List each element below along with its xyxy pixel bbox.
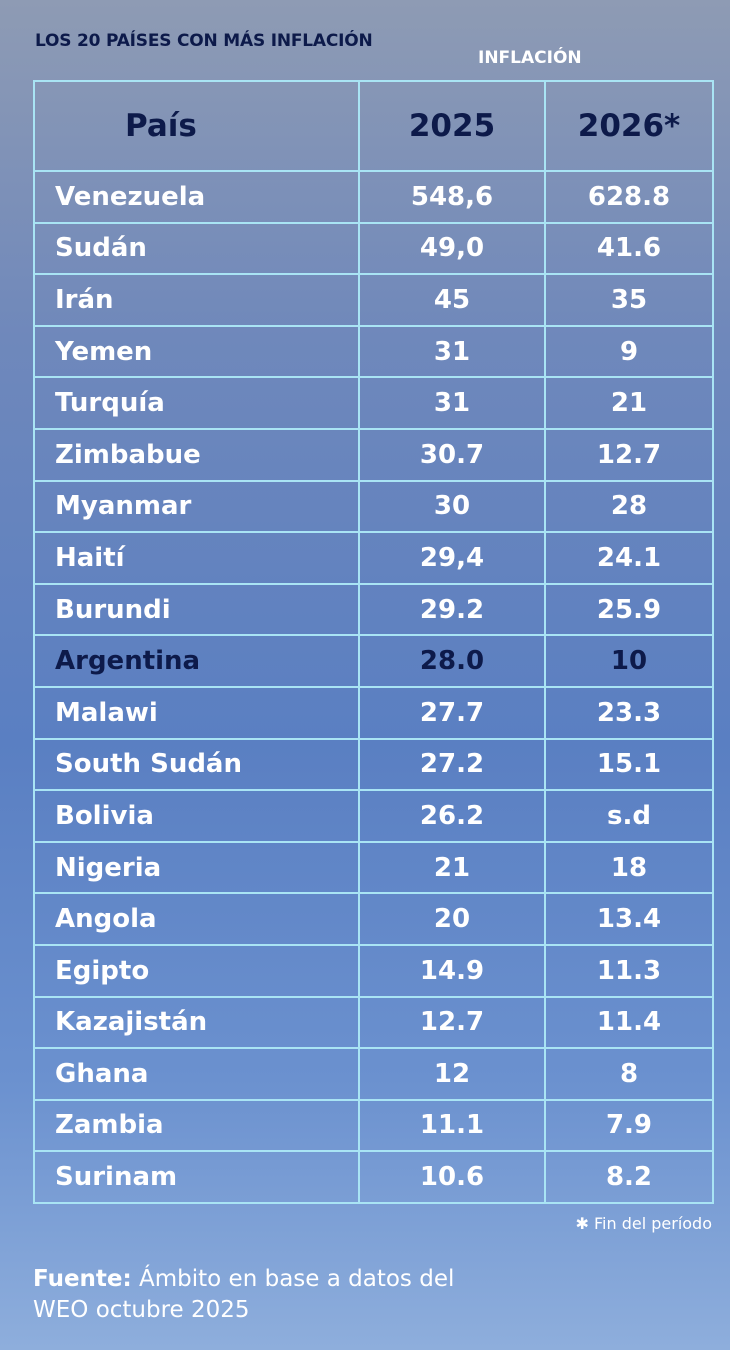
value-cell: 12.7 bbox=[358, 995, 546, 1050]
table-row: Zimbabue 30.7 12.7 bbox=[33, 427, 714, 482]
value-cell: 12 bbox=[358, 1047, 546, 1101]
table-row: Venezuela 548,6 628.8 bbox=[33, 170, 714, 224]
title: LOS 20 PAÍSES CON MÁS INFLACIÓN bbox=[35, 31, 373, 51]
value-cell: 11.4 bbox=[544, 995, 714, 1050]
table-row: Malawi 27.7 23.3 bbox=[33, 685, 714, 740]
value-cell: 28.0 bbox=[358, 634, 546, 688]
source: Fuente: Ámbito en base a datos del WEO o… bbox=[33, 1264, 473, 1326]
column-header: 2025 bbox=[358, 80, 546, 172]
header-row: País 2025 2026* bbox=[33, 80, 714, 172]
country-cell: Surinam bbox=[33, 1150, 360, 1204]
value-cell: 11.3 bbox=[544, 943, 714, 998]
country-cell: Bolivia bbox=[33, 789, 360, 843]
value-cell: 41.6 bbox=[544, 221, 714, 276]
table-row: Haití 29,4 24.1 bbox=[33, 531, 714, 585]
value-cell: 29.2 bbox=[358, 582, 546, 637]
table-row: Zambia 11.1 7.9 bbox=[33, 1098, 714, 1153]
value-cell: 628.8 bbox=[544, 170, 714, 224]
table-row: Sudán 49,0 41.6 bbox=[33, 221, 714, 276]
value-cell: 27.2 bbox=[358, 737, 546, 792]
value-cell: 25.9 bbox=[544, 582, 714, 637]
value-cell: 548,6 bbox=[358, 170, 546, 224]
value-cell: 27.7 bbox=[358, 685, 546, 740]
table-row: South Sudán 27.2 15.1 bbox=[33, 737, 714, 792]
value-cell: 15.1 bbox=[544, 737, 714, 792]
value-cell: 45 bbox=[358, 273, 546, 327]
value-cell: 28 bbox=[544, 479, 714, 534]
country-cell: Yemen bbox=[33, 324, 360, 379]
country-cell: Irán bbox=[33, 273, 360, 327]
country-cell: Turquía bbox=[33, 376, 360, 430]
value-cell: 20 bbox=[358, 892, 546, 946]
country-cell: Argentina bbox=[33, 634, 360, 688]
table-row: Kazajistán 12.7 11.4 bbox=[33, 995, 714, 1050]
country-cell: Egipto bbox=[33, 943, 360, 998]
value-cell: 35 bbox=[544, 273, 714, 327]
value-cell: 8 bbox=[544, 1047, 714, 1101]
inflation-table: País 2025 2026* Venezuela 548,6 628.8 Sudán 49… bbox=[33, 80, 714, 1204]
value-cell: 14.9 bbox=[358, 943, 546, 998]
country-cell: Zimbabue bbox=[33, 427, 360, 482]
country-cell: Sudán bbox=[33, 221, 360, 276]
value-cell: 10 bbox=[544, 634, 714, 688]
country-cell: Zambia bbox=[33, 1098, 360, 1153]
value-cell: 18 bbox=[544, 840, 714, 895]
table-row: Burundi 29.2 25.9 bbox=[33, 582, 714, 637]
footnote: ✱ Fin del período bbox=[575, 1214, 713, 1233]
table-row: Irán 45 35 bbox=[33, 273, 714, 327]
country-cell: South Sudán bbox=[33, 737, 360, 792]
value-cell: 23.3 bbox=[544, 685, 714, 740]
value-cell: s.d bbox=[544, 789, 714, 843]
value-cell: 9 bbox=[544, 324, 714, 379]
country-cell: Venezuela bbox=[33, 170, 360, 224]
country-cell: Kazajistán bbox=[33, 995, 360, 1050]
value-cell: 30 bbox=[358, 479, 546, 534]
source-text: Ámbito en base a datos del WEO octubre 2… bbox=[33, 1266, 455, 1323]
table-row: Myanmar 30 28 bbox=[33, 479, 714, 534]
country-cell: Angola bbox=[33, 892, 360, 946]
table-row: Egipto 14.9 11.3 bbox=[33, 943, 714, 998]
table-row: Turquía 31 21 bbox=[33, 376, 714, 430]
country-cell: Myanmar bbox=[33, 479, 360, 534]
table-row: Ghana 12 8 bbox=[33, 1047, 714, 1101]
value-cell: 24.1 bbox=[544, 531, 714, 585]
column-header: País bbox=[33, 80, 360, 172]
value-cell: 29,4 bbox=[358, 531, 546, 585]
country-cell: Nigeria bbox=[33, 840, 360, 895]
country-cell: Burundi bbox=[33, 582, 360, 637]
country-cell: Malawi bbox=[33, 685, 360, 740]
country-cell: Ghana bbox=[33, 1047, 360, 1101]
table-row: Argentina 28.0 10 bbox=[33, 634, 714, 688]
source-label: Fuente: bbox=[33, 1266, 132, 1292]
value-cell: 10.6 bbox=[358, 1150, 546, 1204]
value-cell: 7.9 bbox=[544, 1098, 714, 1153]
group-label: INFLACIÓN bbox=[478, 48, 582, 68]
value-cell: 13.4 bbox=[544, 892, 714, 946]
value-cell: 31 bbox=[358, 324, 546, 379]
country-cell: Haití bbox=[33, 531, 360, 585]
value-cell: 30.7 bbox=[358, 427, 546, 482]
value-cell: 31 bbox=[358, 376, 546, 430]
table-row: Nigeria 21 18 bbox=[33, 840, 714, 895]
value-cell: 49,0 bbox=[358, 221, 546, 276]
value-cell: 21 bbox=[358, 840, 546, 895]
value-cell: 11.1 bbox=[358, 1098, 546, 1153]
table-body: Venezuela 548,6 628.8 Sudán 49,0 41.6 Irán 45 35… bbox=[33, 170, 714, 1204]
table-row: Angola 20 13.4 bbox=[33, 892, 714, 946]
value-cell: 21 bbox=[544, 376, 714, 430]
value-cell: 8.2 bbox=[544, 1150, 714, 1204]
value-cell: 12.7 bbox=[544, 427, 714, 482]
column-header: 2026* bbox=[544, 80, 714, 172]
table-row: Surinam 10.6 8.2 bbox=[33, 1150, 714, 1204]
value-cell: 26.2 bbox=[358, 789, 546, 843]
table-row: Bolivia 26.2 s.d bbox=[33, 789, 714, 843]
table-row: Yemen 31 9 bbox=[33, 324, 714, 379]
